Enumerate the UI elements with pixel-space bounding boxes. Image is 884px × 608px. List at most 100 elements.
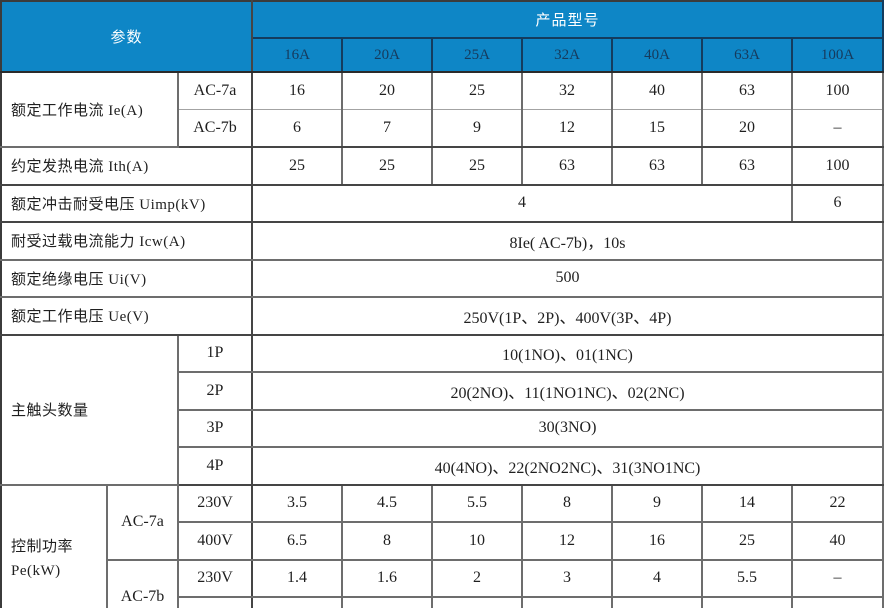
row-control-power-ac7a-400v: 400V 6.5 8 10 12 16 25 40 (1, 522, 884, 561)
value-cell: 6 (252, 109, 343, 148)
model-header-32a: 32A (522, 38, 613, 73)
sub-label-ac7a: AC-7a (178, 72, 253, 110)
value-cell: 8 (342, 522, 433, 561)
value-cell: 4.5 (522, 597, 613, 608)
value-cell: 9 (612, 484, 703, 523)
value-cell: 6 (792, 184, 884, 223)
value-cell: 8 (702, 597, 793, 608)
sub-label-ac7b: AC-7b (107, 559, 179, 608)
value-cell: 14 (702, 484, 793, 523)
value-cell: 63 (702, 72, 793, 110)
model-header-63a: 63A (702, 38, 793, 73)
row-rated-current-ac7b: AC-7b 6 7 9 12 15 20 – (1, 109, 884, 148)
value-cell: 7 (342, 109, 433, 148)
value-cell: 4 (252, 184, 793, 223)
value-cell: 2 (432, 559, 523, 598)
row-control-power-ac7a-230v: 控制功率 Pe(kW) AC-7a 230V 3.5 4.5 5.5 8 9 1… (1, 484, 884, 608)
model-header-16a: 16A (252, 38, 343, 73)
value-cell: 25 (432, 72, 523, 110)
header-row-1: 参数 产品型号 (1, 1, 884, 73)
value-cell: 5.5 (432, 484, 523, 523)
sub-label-3p: 3P (178, 409, 253, 448)
value-cell: 1.6 (342, 559, 433, 598)
row-label-thermal-current: 约定发热电流 Ith(A) (1, 147, 253, 186)
value-cell: 22 (792, 484, 884, 523)
value-cell: – (792, 559, 884, 598)
row-working-voltage: 额定工作电压 Ue(V) 250V(1P、2P)、400V(3P、4P) (1, 297, 884, 336)
row-label-overload-capacity: 耐受过载电流能力 Icw(A) (1, 222, 253, 261)
value-cell: 250V(1P、2P)、400V(3P、4P) (252, 297, 884, 336)
row-label-impulse-voltage: 额定冲击耐受电压 Uimp(kV) (1, 184, 253, 223)
value-cell: – (792, 109, 884, 148)
value-cell: 12 (522, 522, 613, 561)
value-cell: 1.4 (252, 559, 343, 598)
row-label-control-power: 控制功率 Pe(kW) (1, 484, 108, 608)
value-cell: 16 (252, 72, 343, 110)
row-insulation-voltage: 额定绝缘电压 Ui(V) 500 (1, 259, 884, 298)
value-cell: 5.5 (702, 559, 793, 598)
value-cell: 2.8 (342, 597, 433, 608)
row-label-main-contacts: 主触头数量 (1, 334, 179, 486)
row-control-power-ac7b-230v: AC-7b 230V 1.4 1.6 2 3 4 5.5 – (1, 559, 884, 608)
model-header-25a: 25A (432, 38, 523, 73)
row-label-insulation-voltage: 额定绝缘电压 Ui(V) (1, 259, 253, 298)
value-cell: 3.5 (432, 597, 523, 608)
value-cell: 8 (522, 484, 613, 523)
sub-label-2p: 2P (178, 372, 253, 411)
model-group-header: 产品型号 (252, 1, 884, 39)
value-cell: 63 (612, 147, 703, 186)
row-impulse-voltage: 额定冲击耐受电压 Uimp(kV) 4 6 (1, 184, 884, 223)
sub-label-ac7b: AC-7b (178, 109, 253, 148)
value-cell: 500 (252, 259, 884, 298)
value-cell: 25 (432, 147, 523, 186)
value-cell: 4 (612, 559, 703, 598)
value-cell: 6.5 (252, 522, 343, 561)
row-control-power-ac7b-400v: 400V 2.4 2.8 3.5 4.5 6 8 – (1, 597, 884, 608)
value-cell: 4.5 (342, 484, 433, 523)
value-cell: 15 (612, 109, 703, 148)
sub-label-1p: 1P (178, 334, 253, 373)
value-cell: 25 (702, 522, 793, 561)
value-cell: 20(2NO)、11(1NO1NC)、02(2NC) (252, 372, 884, 411)
value-cell: 100 (792, 72, 884, 110)
row-main-contacts-2p: 2P 20(2NO)、11(1NO1NC)、02(2NC) (1, 372, 884, 411)
value-cell: 100 (792, 147, 884, 186)
sub-label-400v: 400V (178, 522, 253, 561)
row-main-contacts-3p: 3P 30(3NO) (1, 409, 884, 448)
value-cell: 3.5 (252, 484, 343, 523)
control-power-label-line1: 控制功率 (11, 539, 74, 556)
row-main-contacts-1p: 主触头数量 1P 10(1NO)、01(1NC) (1, 334, 884, 486)
value-cell: 9 (432, 109, 523, 148)
value-cell: 40 (612, 72, 703, 110)
row-main-contacts-4p: 4P 40(4NO)、22(2NO2NC)、31(3NO1NC) (1, 447, 884, 486)
value-cell: 12 (522, 109, 613, 148)
model-header-100a: 100A (792, 38, 884, 73)
sub-label-400v: 400V (178, 597, 253, 608)
row-thermal-current: 约定发热电流 Ith(A) 25 25 25 63 63 63 100 (1, 147, 884, 186)
value-cell: 40 (792, 522, 884, 561)
sub-label-230v: 230V (178, 484, 253, 523)
value-cell: 25 (252, 147, 343, 186)
value-cell: 2.4 (252, 597, 343, 608)
header-row-2: 16A 20A 25A 32A 40A 63A 100A (1, 38, 884, 73)
value-cell: 63 (522, 147, 613, 186)
control-power-label-line2: Pe(kW) (11, 562, 61, 579)
sub-label-4p: 4P (178, 447, 253, 486)
row-overload-capacity: 耐受过载电流能力 Icw(A) 8Ie( AC-7b)，10s (1, 222, 884, 261)
value-cell: 20 (342, 72, 433, 110)
model-header-20a: 20A (342, 38, 433, 73)
value-cell: 10(1NO)、01(1NC) (252, 334, 884, 373)
sub-label-ac7a: AC-7a (107, 484, 179, 561)
value-cell: 6 (612, 597, 703, 608)
row-label-rated-current: 额定工作电流 Ie(A) (1, 72, 179, 148)
value-cell: 30(3NO) (252, 409, 884, 448)
row-rated-current-ac7a: 额定工作电流 Ie(A) AC-7a 16 20 25 32 40 63 100 (1, 72, 884, 148)
value-cell: 40(4NO)、22(2NO2NC)、31(3NO1NC) (252, 447, 884, 486)
value-cell: 63 (702, 147, 793, 186)
model-header-40a: 40A (612, 38, 703, 73)
value-cell: 20 (702, 109, 793, 148)
sub-label-230v: 230V (178, 559, 253, 598)
value-cell: 10 (432, 522, 523, 561)
